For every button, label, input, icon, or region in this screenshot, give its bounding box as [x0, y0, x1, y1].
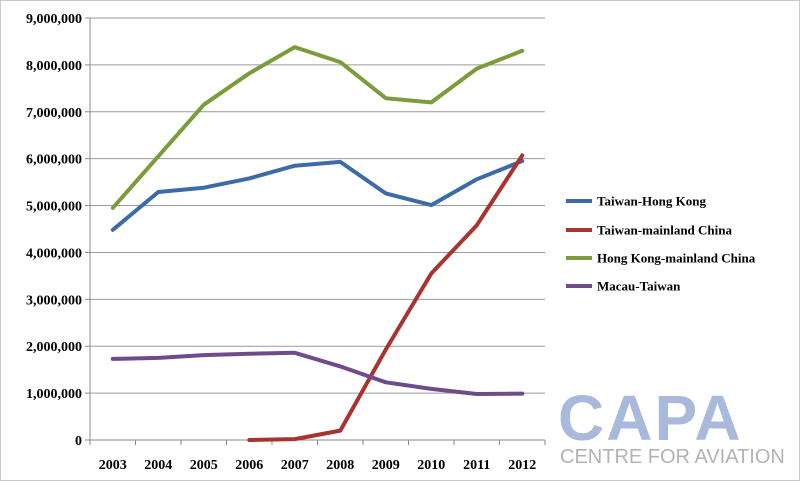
- x-tick-label: 2012: [508, 458, 536, 473]
- y-tick-label: 8,000,000: [26, 59, 82, 74]
- legend-label: Taiwan-mainland China: [597, 223, 732, 238]
- x-tick-label: 2009: [372, 458, 400, 473]
- legend-label: Hong Kong-mainland China: [597, 251, 756, 266]
- gridlines: [90, 17, 545, 394]
- x-tick-label: 2010: [417, 458, 445, 473]
- y-tick-label: 6,000,000: [26, 153, 82, 168]
- y-tick-label: 2,000,000: [26, 340, 82, 355]
- y-tick-label: 4,000,000: [26, 246, 82, 261]
- y-tick-label: 5,000,000: [26, 200, 82, 215]
- y-tick-label: 3,000,000: [26, 293, 82, 308]
- x-tick-label: 2011: [463, 458, 490, 473]
- x-tick-label: 2005: [190, 458, 218, 473]
- x-tick-label: 2008: [326, 458, 354, 473]
- legend: Taiwan-Hong Kong Taiwan-mainland China Hon…: [566, 194, 756, 294]
- x-tick-label: 2007: [281, 458, 309, 473]
- series-line: [247, 153, 525, 442]
- series-line: [110, 159, 525, 232]
- x-tick-label: 2003: [99, 458, 127, 473]
- logo-sub-text: CENTRE FOR AVIATION: [560, 446, 785, 468]
- series-line: [110, 350, 525, 396]
- y-tick-label: 1,000,000: [26, 387, 82, 402]
- capa-logo: CAPA CENTRE FOR AVIATION: [558, 386, 790, 472]
- x-tick-label: 2006: [235, 458, 263, 473]
- y-axis: 0 1,000,000 2,000,000 3,000,000 4,000,000 5,0…: [26, 12, 91, 449]
- series-line: [110, 45, 525, 210]
- legend-label: Taiwan-Hong Kong: [597, 194, 706, 209]
- y-tick-label: 9,000,000: [26, 12, 82, 27]
- series-lines: [110, 45, 525, 442]
- y-tick-label: 7,000,000: [26, 106, 82, 121]
- legend-label: Macau-Taiwan: [597, 279, 681, 294]
- logo-main-text: CAPA: [558, 382, 743, 454]
- y-tick-label: 0: [75, 434, 82, 449]
- x-axis: 2003 2004 2005 2006 2007 2008 2009 2010 2011 2012: [89, 439, 546, 473]
- x-tick-label: 2004: [144, 458, 172, 473]
